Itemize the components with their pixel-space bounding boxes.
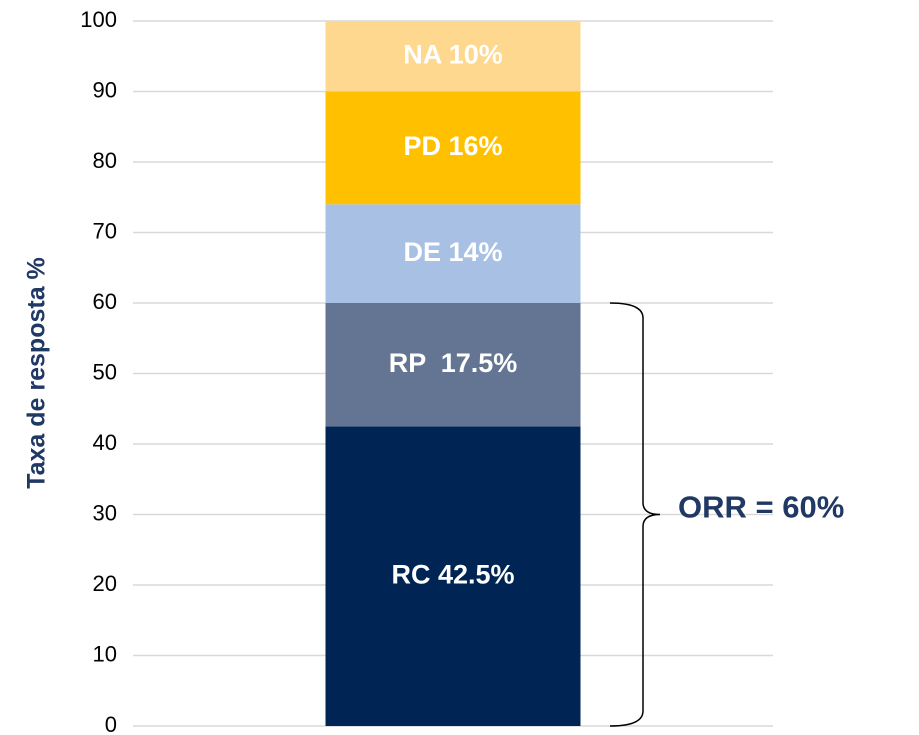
y-tick-label: 70	[93, 218, 117, 243]
segment-label: DE 14%	[403, 237, 502, 267]
y-axis-title: Taxa de resposta %	[23, 257, 51, 489]
y-tick-label: 50	[93, 359, 117, 384]
bar-segment	[325, 204, 581, 303]
annotation: ORR = 60%	[678, 490, 844, 525]
y-tick-label: 30	[93, 500, 117, 525]
y-tick-label: 80	[93, 148, 117, 173]
y-tick-label: 0	[105, 712, 117, 735]
brace	[609, 302, 661, 727]
bar-segment	[325, 91, 581, 205]
segment-label: RP 17.5%	[389, 348, 518, 378]
y-tick-label: 20	[93, 571, 117, 596]
segment-label: PD 16%	[403, 131, 502, 161]
bar-segment	[325, 303, 581, 427]
bar-segment	[325, 21, 581, 92]
y-tick-label: 100	[80, 7, 117, 32]
y-tick-label: 40	[93, 430, 117, 455]
y-tick-label: 10	[93, 641, 117, 666]
y-tick-label: 90	[93, 77, 117, 102]
y-tick-label: 60	[93, 289, 117, 314]
bar-segment	[325, 426, 581, 726]
segment-label: RC 42.5%	[391, 559, 514, 589]
segment-label: NA 10%	[403, 39, 503, 69]
